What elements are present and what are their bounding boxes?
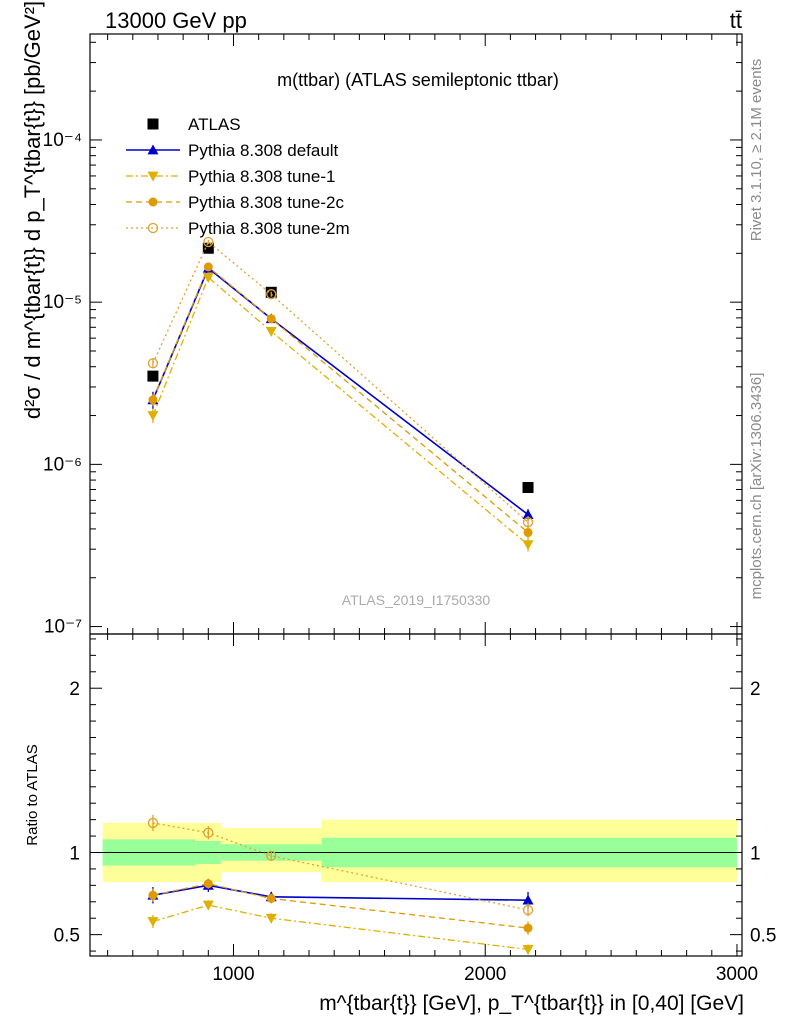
header-process-label: 13000 GeV pp — [105, 8, 247, 33]
x-tick-label: 2000 — [464, 964, 506, 985]
ratio-y-tick-label-right: 1 — [750, 844, 761, 865]
x-axis-label: m^{tbar{t}} [GeV], p_T^{tbar{t}} in [0,4… — [319, 992, 744, 1015]
data-point — [203, 236, 214, 248]
main-panel: 10⁻⁷ 10⁻⁶ 10⁻⁵ 10⁻⁴ m(ttbar) (ATLAS semilept… — [20, 1, 743, 638]
legend-label: Pythia 8.308 tune-2m — [188, 219, 350, 238]
ratio-series-line — [152, 884, 529, 901]
ratio-data-point — [266, 894, 276, 903]
ratio-data-point — [266, 850, 277, 861]
series-line — [152, 240, 529, 523]
y-axis-label: d²σ / d m^{tbar{t}} d p_T^{tbar{t}} [pb/… — [20, 1, 45, 419]
mcplots-reference-label: mcplots.cern.ch [arXiv:1306.3436] — [748, 373, 765, 600]
ratio-series-line — [152, 904, 529, 951]
data-point — [265, 327, 277, 337]
y-tick-label: 10⁻⁶ — [43, 454, 82, 475]
ratio-y-tick-label-right: 2 — [750, 679, 761, 700]
ratio-data-point — [522, 904, 534, 916]
ratio-data-point — [147, 917, 159, 927]
legend: ATLAS Pythia 8.308 default Pythia 8.308 tu… — [126, 115, 350, 238]
legend-label: ATLAS — [188, 115, 241, 134]
legend-label: Pythia 8.308 default — [188, 141, 339, 160]
data-point — [522, 517, 534, 528]
series-0 — [147, 242, 534, 494]
legend-marker — [148, 197, 158, 207]
series-3 — [148, 262, 533, 539]
ratio-data-point — [203, 879, 213, 889]
ratio-y-tick-label: 1 — [69, 844, 80, 865]
ratio-data-point — [203, 827, 214, 838]
ratio-frame — [89, 633, 743, 957]
data-point — [266, 314, 276, 324]
data-point — [202, 273, 214, 283]
series-line — [152, 266, 529, 516]
ratio-series-2 — [148, 878, 533, 935]
y-tick-label: 10⁻⁴ — [43, 130, 82, 151]
x-tick-label: 1000 — [212, 964, 254, 985]
data-point — [202, 242, 214, 254]
data-point — [147, 411, 159, 422]
data-point — [203, 262, 213, 272]
chart-title: m(ttbar) (ATLAS semileptonic ttbar) — [277, 70, 559, 90]
data-point — [147, 358, 159, 369]
legend-label: Pythia 8.308 tune-2c — [188, 193, 344, 212]
ratio-panel: 0.5 0.5 1 1 2 2 1000 2000 3000 Ratio to ATLAS m^{t… — [24, 633, 776, 1015]
legend-marker — [147, 222, 159, 234]
legend-marker — [147, 144, 159, 155]
ratio-data-point — [147, 817, 159, 829]
x-tick-label: 3000 — [716, 964, 758, 985]
data-point — [148, 395, 158, 405]
header-final-state-label: tt̄ — [730, 8, 742, 33]
data-point — [266, 289, 277, 300]
ratio-y-tick-label: 0.5 — [54, 926, 80, 947]
ratio-y-axis-label: Ratio to ATLAS — [24, 744, 41, 845]
y-tick-label: 10⁻⁷ — [44, 617, 82, 638]
data-point — [522, 482, 534, 494]
ratio-series-1 — [147, 900, 534, 955]
analysis-watermark: ATLAS_2019_I1750330 — [342, 592, 491, 608]
y-tick-label: 10⁻⁵ — [43, 292, 82, 313]
ratio-series-line — [152, 883, 529, 929]
ratio-y-tick-label-right: 0.5 — [750, 926, 776, 947]
ratio-data-point — [522, 894, 534, 905]
ratio-data-point — [523, 923, 533, 933]
ratio-data-point — [522, 945, 534, 955]
series-line — [152, 276, 529, 546]
ratio-data-point — [265, 913, 277, 924]
ratio-y-tick-label: 2 — [69, 679, 80, 700]
legend-label: Pythia 8.308 tune-1 — [188, 167, 335, 186]
series-1 — [147, 262, 534, 521]
data-point — [522, 540, 534, 551]
ratio-series-3 — [147, 814, 534, 917]
series-line — [152, 265, 529, 534]
series-2 — [147, 273, 534, 552]
legend-marker — [147, 118, 159, 130]
rivet-version-label: Rivet 3.1.10, ≥ 2.1M events — [748, 59, 765, 242]
ratio-data-point — [148, 890, 158, 900]
legend-marker — [147, 171, 159, 182]
data-point — [522, 509, 534, 520]
series-4 — [147, 236, 534, 529]
data-point — [147, 370, 159, 382]
ratio-data-point — [202, 900, 214, 911]
data-point — [523, 528, 533, 538]
